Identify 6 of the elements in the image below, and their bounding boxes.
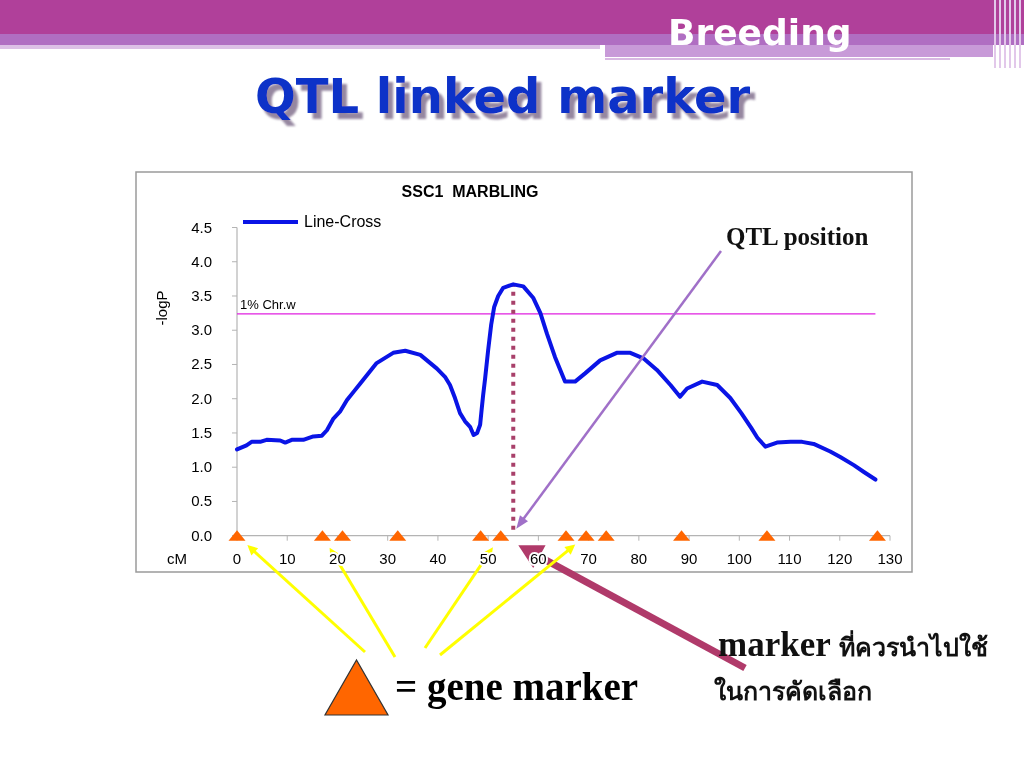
annotation: marker ที่ควรนำไปใช้ ในการคัดเลือก [714,625,988,705]
annotation: QTL position [726,223,869,250]
title: QTL linked marker [255,68,751,124]
subtitle: SSC1 MARBLING [401,183,539,200]
annotation: = gene marker [395,665,639,708]
annotation: Breeding [668,12,852,53]
